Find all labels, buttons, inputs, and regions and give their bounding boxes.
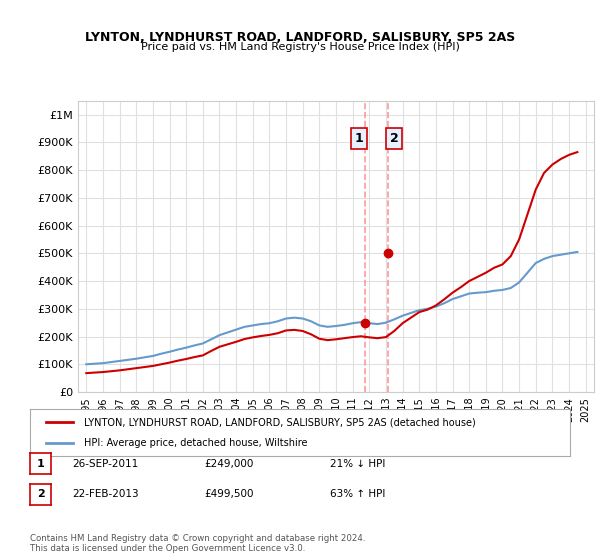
Text: £499,500: £499,500 xyxy=(204,489,254,500)
Text: LYNTON, LYNDHURST ROAD, LANDFORD, SALISBURY, SP5 2AS (detached house): LYNTON, LYNDHURST ROAD, LANDFORD, SALISB… xyxy=(84,417,476,427)
Text: Contains HM Land Registry data © Crown copyright and database right 2024.
This d: Contains HM Land Registry data © Crown c… xyxy=(30,534,365,553)
Text: 1: 1 xyxy=(37,459,44,469)
Text: 2: 2 xyxy=(37,489,44,500)
Text: 21% ↓ HPI: 21% ↓ HPI xyxy=(330,459,385,469)
Text: LYNTON, LYNDHURST ROAD, LANDFORD, SALISBURY, SP5 2AS: LYNTON, LYNDHURST ROAD, LANDFORD, SALISB… xyxy=(85,31,515,44)
Text: 63% ↑ HPI: 63% ↑ HPI xyxy=(330,489,385,500)
Text: HPI: Average price, detached house, Wiltshire: HPI: Average price, detached house, Wilt… xyxy=(84,438,308,448)
Text: 1: 1 xyxy=(355,132,364,145)
Text: £249,000: £249,000 xyxy=(204,459,253,469)
Text: 26-SEP-2011: 26-SEP-2011 xyxy=(72,459,138,469)
Text: 2: 2 xyxy=(390,132,398,145)
Text: 22-FEB-2013: 22-FEB-2013 xyxy=(72,489,139,500)
Text: Price paid vs. HM Land Registry's House Price Index (HPI): Price paid vs. HM Land Registry's House … xyxy=(140,42,460,52)
